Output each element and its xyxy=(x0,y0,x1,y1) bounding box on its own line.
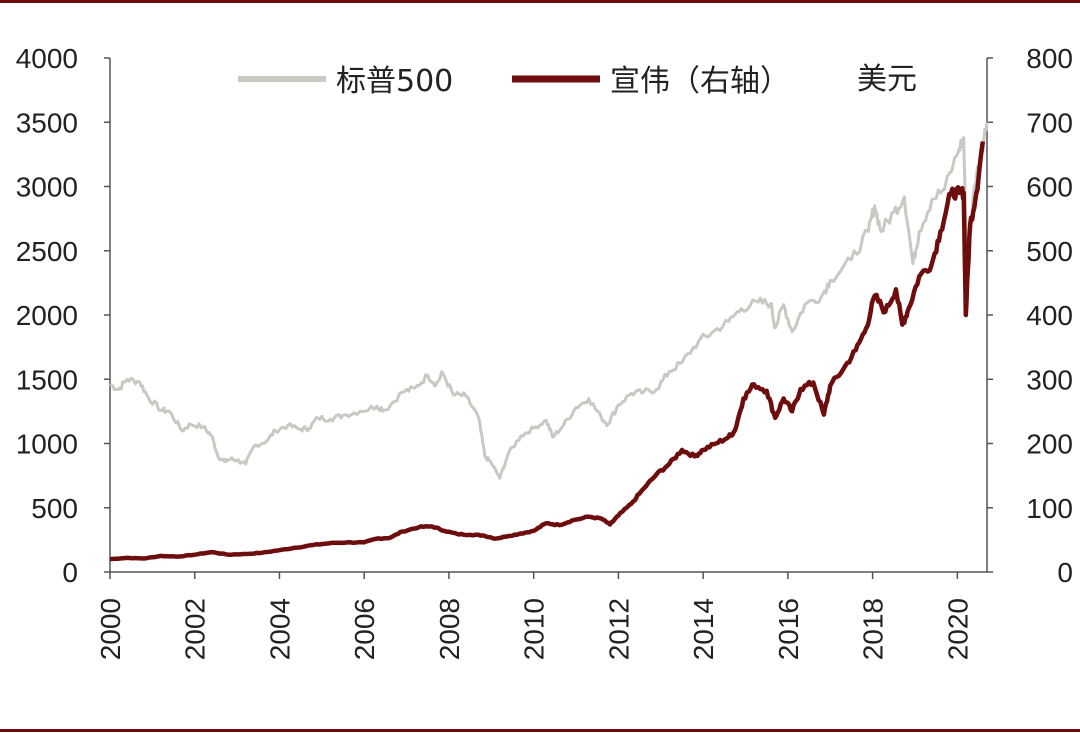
right-tick-label: 300 xyxy=(1026,364,1073,395)
legend-label-sp500: 标普500 xyxy=(336,64,453,99)
right-axis-ticks: 0 100 200 300 400 500 600 700 800 xyxy=(987,43,1073,588)
right-tick-label: 100 xyxy=(1026,493,1073,524)
left-tick-label: 1500 xyxy=(16,364,78,395)
plot-area xyxy=(109,58,988,573)
legend: 标普500 宣伟（右轴） 美元 xyxy=(238,62,917,99)
x-tick-label: 2020 xyxy=(942,598,973,660)
x-tick-label: 2012 xyxy=(603,598,634,660)
x-tick-label: 2006 xyxy=(349,598,380,660)
left-axis-ticks: 0 500 1000 1500 2000 2500 3000 3500 4000 xyxy=(16,43,110,588)
right-tick-label: 500 xyxy=(1026,236,1073,267)
left-tick-label: 0 xyxy=(62,557,78,588)
left-tick-label: 2500 xyxy=(16,236,78,267)
right-tick-label: 700 xyxy=(1026,107,1073,138)
x-tick-label: 2014 xyxy=(688,598,719,660)
left-tick-label: 2000 xyxy=(16,300,78,331)
x-tick-label: 2004 xyxy=(264,598,295,660)
right-tick-label: 200 xyxy=(1026,429,1073,460)
x-tick-label: 2002 xyxy=(180,598,211,660)
right-tick-label: 800 xyxy=(1026,43,1073,74)
right-tick-label: 400 xyxy=(1026,300,1073,331)
x-axis-ticks: 2000 2002 2004 2006 2008 2010 2012 2014 2016 2018… xyxy=(95,572,973,660)
right-tick-label: 600 xyxy=(1026,172,1073,203)
legend-label-visa: 宣伟（右轴） xyxy=(610,64,790,99)
x-tick-label: 2016 xyxy=(773,598,804,660)
left-tick-label: 3000 xyxy=(16,172,78,203)
right-tick-label: 0 xyxy=(1057,557,1073,588)
left-tick-label: 3500 xyxy=(16,107,78,138)
left-tick-label: 500 xyxy=(31,493,78,524)
series-line-visa xyxy=(109,141,986,562)
right-axis-unit: 美元 xyxy=(857,62,917,97)
left-tick-label: 1000 xyxy=(16,429,78,460)
series-line-sp500 xyxy=(109,122,989,480)
left-tick-label: 4000 xyxy=(16,43,78,74)
series-lines xyxy=(109,122,989,562)
x-tick-label: 2018 xyxy=(858,598,889,660)
x-tick-label: 2010 xyxy=(519,598,550,660)
x-tick-label: 2000 xyxy=(95,598,126,660)
x-tick-label: 2008 xyxy=(434,598,465,660)
